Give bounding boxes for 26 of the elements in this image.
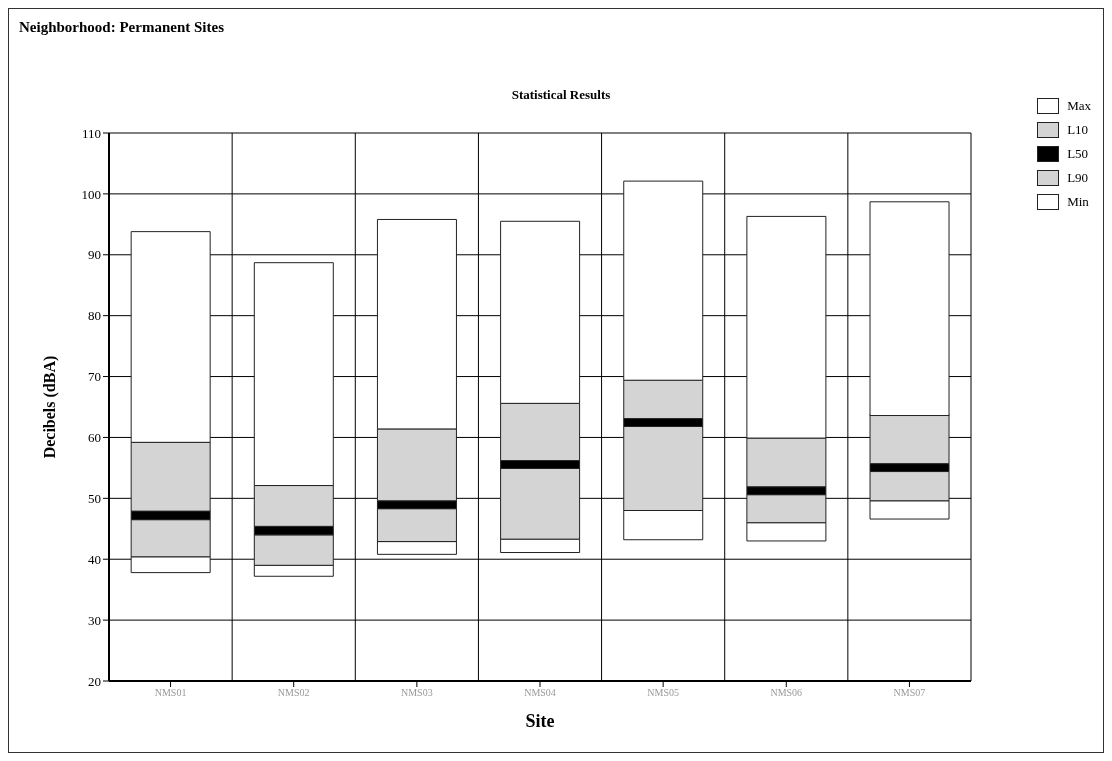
y-tick-label: 70 [88,369,101,385]
y-axis-title: Decibels (dBA) [40,355,59,459]
x-tick-label: NMS04 [524,687,556,699]
legend-label: L10 [1067,122,1089,138]
x-axis-title: Site [525,711,555,731]
chart-subtitle: Statistical Results [510,87,612,103]
x-tick-label: NMS05 [647,687,679,699]
chart-title: Neighborhood: Permanent Sites [19,19,224,36]
x-tick-label: NMS01 [154,687,187,699]
y-tick-label: 20 [88,673,101,689]
x-tick-label: NMS02 [277,687,310,699]
y-tick-label: 30 [88,612,101,628]
y-tick-label: 50 [88,490,101,506]
x-tick-label: NMS03 [401,687,433,699]
legend-label: Max [1067,98,1091,114]
legend-label: Min [1067,194,1089,210]
y-tick-label: 60 [88,430,101,446]
x-tick-label: NMS06 [770,687,803,699]
legend-label: L90 [1067,170,1089,186]
legend-label: L50 [1067,146,1089,162]
y-tick-label: 80 [88,308,101,324]
x-tick-label: NMS07 [893,687,926,699]
y-tick-label: 110 [81,125,101,141]
y-tick-label: 40 [88,551,101,567]
y-tick-label: 100 [81,186,101,202]
y-tick-label: 90 [88,247,101,263]
